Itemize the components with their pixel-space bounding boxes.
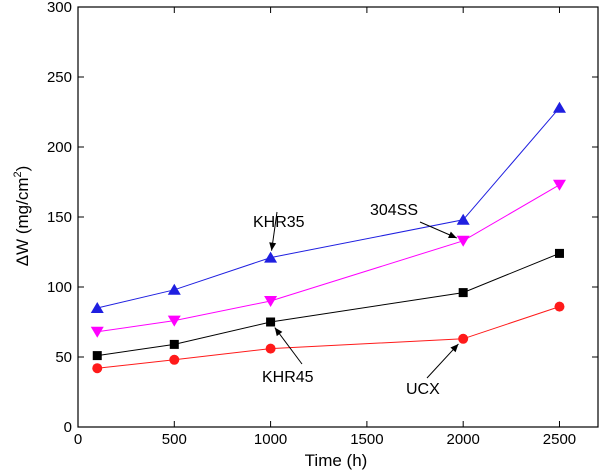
data-point-khr35-2000 bbox=[456, 213, 470, 225]
annotation-arrow-head-khr35 bbox=[269, 242, 277, 251]
data-point-khr35-2500 bbox=[552, 101, 566, 113]
x-tick-label-0: 0 bbox=[74, 431, 82, 448]
y-tick-label-200: 200 bbox=[47, 139, 72, 156]
annotations: KHR35 304SS KHR45 UCX bbox=[253, 202, 459, 398]
data-point-khr45-500 bbox=[169, 339, 179, 349]
x-tick-label-2500: 2500 bbox=[543, 431, 576, 448]
x-tick-label-1500: 1500 bbox=[350, 431, 383, 448]
x-tick-label-2000: 2000 bbox=[446, 431, 479, 448]
data-point-ucx-100 bbox=[92, 363, 103, 374]
annotation-arrow-ucx bbox=[426, 343, 459, 379]
data-point-ucx-2500 bbox=[554, 301, 565, 312]
data-point-khr45-2000 bbox=[458, 288, 468, 298]
data-point-304ss-500 bbox=[167, 315, 181, 327]
data-point-304ss-100 bbox=[90, 326, 104, 338]
data-point-khr35-100 bbox=[90, 302, 104, 313]
annotation-label-ucx: UCX bbox=[406, 381, 440, 398]
y-axis-title-end: ) bbox=[13, 166, 32, 172]
data-point-khr45-2500 bbox=[554, 248, 564, 258]
data-point-304ss-1000 bbox=[264, 296, 278, 307]
series-group bbox=[90, 101, 566, 374]
y-tick-label-300: 300 bbox=[47, 0, 72, 16]
annotation-arrow-head-ucx bbox=[450, 343, 459, 353]
annotation-label-khr35: KHR35 bbox=[253, 214, 305, 231]
plot-area bbox=[77, 6, 599, 428]
data-point-ucx-500 bbox=[169, 354, 180, 365]
annotation-arrow-khr35 bbox=[269, 211, 278, 251]
annotation-label-304ss: 304SS bbox=[370, 202, 418, 219]
series-line-304ss bbox=[97, 184, 560, 333]
data-point-304ss-2000 bbox=[456, 235, 470, 247]
x-tick-label-500: 500 bbox=[162, 431, 187, 448]
series-line-ucx bbox=[97, 306, 560, 369]
data-point-khr35-500 bbox=[167, 283, 181, 295]
annotation-arrow-head-304ss bbox=[448, 231, 457, 239]
data-point-304ss-2500 bbox=[552, 179, 566, 191]
plot-frame bbox=[77, 6, 599, 428]
annotation-arrow-304ss bbox=[419, 221, 457, 239]
annotation-arrow-head-khr45 bbox=[274, 327, 283, 337]
data-point-ucx-2000 bbox=[458, 333, 469, 344]
data-point-khr45-100 bbox=[92, 351, 102, 361]
y-tick-label-100: 100 bbox=[47, 279, 72, 296]
data-point-ucx-1000 bbox=[265, 343, 276, 354]
series-khr35 bbox=[90, 101, 566, 313]
y-tick-label-50: 50 bbox=[55, 349, 72, 366]
y-tick-label-250: 250 bbox=[47, 69, 72, 86]
x-axis-title: Time (h) bbox=[305, 451, 368, 470]
y-tick-label-150: 150 bbox=[47, 209, 72, 226]
series-khr45 bbox=[92, 248, 564, 361]
y-axis-title-superscript: 2 bbox=[12, 171, 24, 177]
series-line-khr45 bbox=[97, 252, 560, 357]
data-point-khr45-1000 bbox=[266, 317, 276, 327]
x-tick-label-1000: 1000 bbox=[254, 431, 287, 448]
series-line-khr35 bbox=[97, 107, 560, 309]
axes-ticks: 0 500 1000 1500 2000 2500 0 50 100 150 200 250 300 bbox=[47, 0, 598, 448]
series-ucx bbox=[92, 301, 565, 374]
y-axis-title: ΔW (mg/cm2) bbox=[12, 166, 32, 267]
y-tick-label-0: 0 bbox=[64, 419, 72, 436]
annotation-arrow-khr45 bbox=[274, 327, 303, 365]
data-point-khr35-1000 bbox=[264, 251, 278, 263]
annotation-label-khr45: KHR45 bbox=[262, 369, 314, 386]
series-304ss bbox=[90, 179, 566, 338]
y-axis-title-main: ΔW (mg/cm bbox=[13, 178, 32, 267]
